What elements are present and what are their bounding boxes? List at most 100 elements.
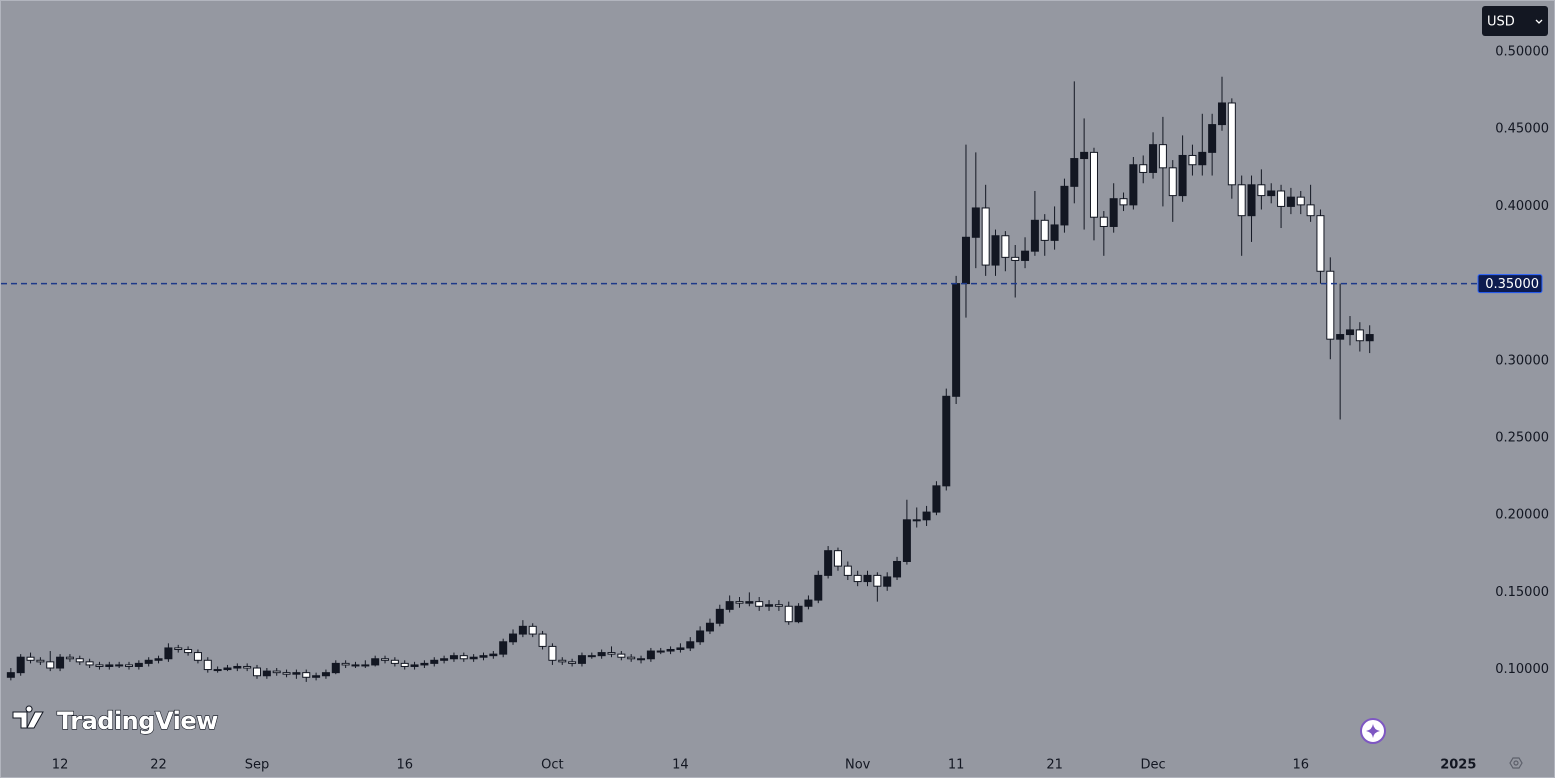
candle-body [1030,219,1039,252]
candle-body [1149,144,1158,173]
assistant-star[interactable] [1366,724,1380,738]
candle-body [1336,334,1345,340]
candle-body [56,656,65,669]
candle-body [1099,216,1108,227]
candle-body [430,659,439,664]
candle-body [1316,215,1325,272]
candle-body [1345,329,1354,336]
candle-body [1060,185,1069,226]
x-tick-label: Dec [1140,758,1165,773]
candle-body [686,641,695,649]
settings-icon[interactable] [1509,757,1523,769]
candle-body [843,565,852,576]
assistant-button[interactable] [1360,718,1386,744]
candle-body [1001,235,1010,258]
candle-body [410,664,419,667]
candle-body [1119,198,1128,206]
candle-body [1188,154,1197,166]
currency-button[interactable]: USD [1482,6,1548,36]
candle-body [784,605,793,623]
x-tick-label: 22 [150,758,167,773]
y-tick-label: 0.20000 [1495,508,1549,523]
candle-body [1286,196,1295,207]
candle-body [420,662,429,666]
candle-body [321,672,330,677]
currency-button-bg[interactable] [1482,6,1548,36]
candle-body [85,661,94,666]
x-tick-label: 21 [1046,758,1063,773]
candle-body [144,659,153,664]
candle-body [538,633,547,647]
candle-body [607,652,616,655]
candle-body [65,656,74,660]
candle-body [26,656,35,661]
candle-body [213,669,222,672]
candle-body [942,395,951,487]
candle-body [558,659,567,663]
candle-body [489,653,498,657]
candle-body [361,664,370,667]
candle-body [952,283,961,397]
candle-body [46,661,55,669]
candle-body [932,485,941,513]
currency-label[interactable]: USD [1487,15,1515,30]
candle-body [814,574,823,601]
candle-body [1237,184,1246,217]
candle-body [1355,329,1364,342]
logo: TradingView [12,705,219,736]
y-tick-label: 0.30000 [1495,353,1549,368]
candle-body [154,658,163,661]
candle-body [1089,151,1098,218]
logo-text: TradingView [57,707,218,735]
candle-body [1168,167,1177,197]
dropdown-arrow[interactable] [1535,19,1543,24]
y-tick-label: 0.40000 [1495,199,1549,214]
candle-body [184,648,193,654]
candle-body [804,599,813,607]
candle-body [1178,154,1187,197]
candle-body [597,652,606,657]
candle-body [656,650,665,653]
candle-body [1080,151,1089,160]
candle-body [587,655,596,658]
candle-body [696,630,705,643]
candle-body [1257,184,1266,197]
candle-body [499,641,508,655]
candle-body [164,647,173,660]
candle-body [381,658,390,661]
candle-body [469,656,478,660]
candle-body [774,604,783,607]
candle-body [223,667,232,671]
candle-body [1247,184,1256,217]
candle-body [193,652,202,661]
candle-body [971,207,980,238]
candle-body [1040,219,1049,241]
candle-body [824,550,833,576]
candle-body [351,664,360,667]
candle-body [637,658,646,661]
candle-body [666,648,675,652]
candle-body [646,650,655,660]
candle-body [16,656,25,674]
candle-body [1050,224,1059,241]
candle-body [509,633,518,643]
candle-body [6,672,15,678]
settings-dot[interactable] [1513,760,1519,766]
candle-body [203,659,212,671]
candle-body [272,670,281,674]
candle-body [1365,334,1374,342]
price-label-bg [1477,274,1543,294]
candle-body [331,662,340,674]
candle-body [1267,190,1276,197]
candle-body [518,625,527,635]
x-tick-label: 16 [1292,758,1309,773]
candle-body [715,608,724,624]
settings-button[interactable] [1509,757,1523,769]
candle-body [1129,164,1138,206]
candle-body [863,574,872,583]
candle-body [577,655,586,664]
candle-body [794,605,803,623]
logo-mark [12,705,44,729]
candle-body [981,207,990,266]
